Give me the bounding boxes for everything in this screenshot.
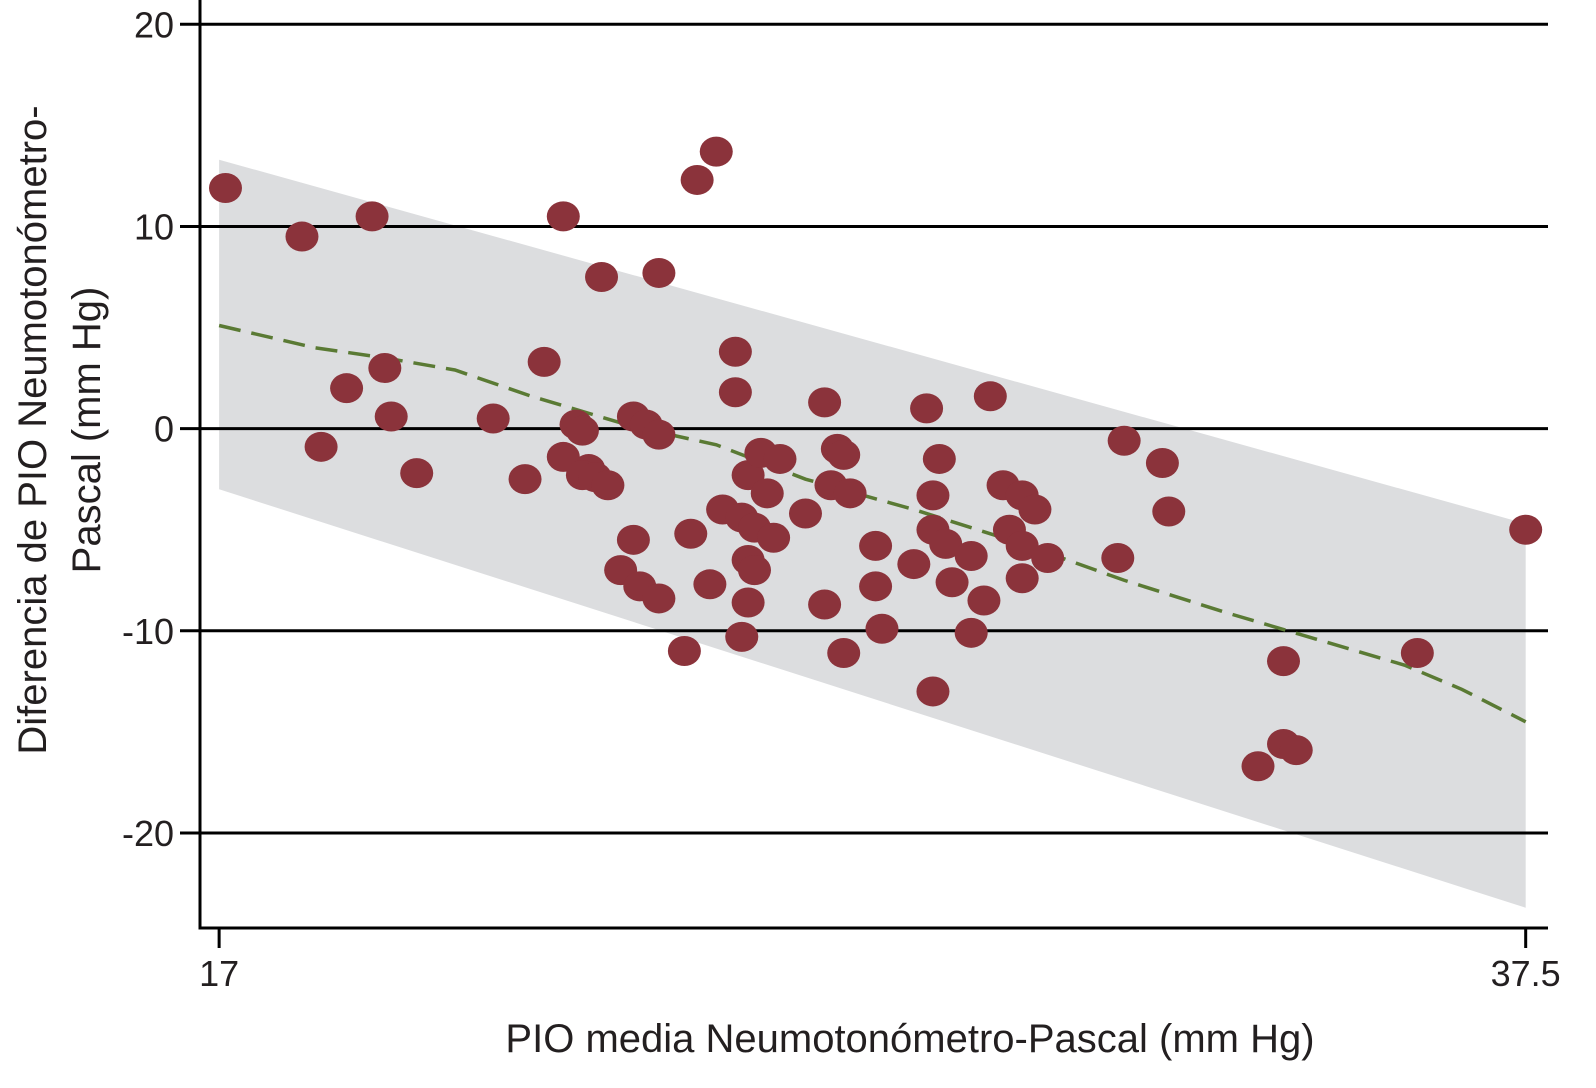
data-point-59 [910, 393, 944, 424]
y-tick-label-0: 20 [134, 4, 174, 45]
data-point-77 [1101, 543, 1135, 574]
x-axis-ticks: 17 37.5 [199, 928, 1561, 994]
data-point-29 [674, 518, 708, 549]
data-point-44 [763, 443, 797, 474]
y-axis-ticks: 20 10 0 -10 -20 [122, 4, 200, 854]
data-point-57 [865, 613, 899, 644]
data-point-13 [565, 415, 599, 446]
data-point-64 [935, 567, 969, 598]
data-point-60 [922, 443, 956, 474]
y-tick-label-1: 10 [134, 206, 174, 247]
data-point-23 [616, 524, 650, 555]
data-point-55 [859, 530, 893, 561]
data-point-34 [718, 377, 752, 408]
data-point-5 [374, 401, 408, 432]
data-point-19 [585, 261, 619, 292]
data-point-73 [1018, 494, 1052, 525]
x-tick-label-1: 37.5 [1491, 953, 1561, 994]
data-point-4 [330, 373, 364, 404]
data-point-63 [929, 528, 963, 559]
y-tick-label-2: 0 [154, 409, 174, 450]
data-point-11 [546, 201, 580, 232]
data-point-65 [916, 676, 950, 707]
data-point-82 [1266, 646, 1300, 677]
y-axis-title-line-1: Diferencia de PIO Neumotonómetro- [11, 105, 55, 754]
data-point-9 [508, 464, 542, 495]
data-point-49 [808, 589, 842, 620]
data-point-27 [642, 257, 676, 288]
data-point-45 [750, 478, 784, 509]
data-point-61 [916, 480, 950, 511]
data-point-8 [476, 403, 510, 434]
data-point-28 [667, 636, 701, 667]
data-point-58 [897, 549, 931, 580]
data-point-84 [1279, 735, 1313, 766]
y-axis-title-line-2: Pascal (mm Hg) [65, 287, 109, 574]
data-point-74 [1005, 530, 1039, 561]
data-point-3 [368, 352, 402, 383]
data-point-18 [591, 470, 625, 501]
x-axis-title: PIO media Neumotonómetro-Pascal (mm Hg) [505, 1017, 1314, 1061]
data-point-53 [833, 478, 867, 509]
data-point-78 [1107, 425, 1141, 456]
data-point-7 [400, 458, 434, 489]
data-point-79 [1145, 447, 1179, 478]
data-point-40 [737, 555, 771, 586]
data-point-33 [718, 336, 752, 367]
data-point-75 [1005, 563, 1039, 594]
data-point-10 [527, 346, 561, 377]
data-point-76 [1031, 543, 1065, 574]
data-point-42 [725, 621, 759, 652]
data-point-66 [954, 540, 988, 571]
data-point-48 [808, 387, 842, 418]
data-point-6 [304, 431, 338, 462]
data-points [208, 136, 1543, 782]
data-point-0 [208, 173, 242, 204]
data-point-31 [680, 164, 714, 195]
data-point-2 [355, 201, 389, 232]
y-tick-label-3: -10 [122, 611, 174, 652]
y-tick-label-4: -20 [122, 813, 174, 854]
data-point-68 [967, 585, 1001, 616]
data-point-46 [757, 522, 791, 553]
x-tick-label-0: 17 [199, 953, 239, 994]
data-point-80 [1152, 496, 1186, 527]
data-point-47 [788, 498, 822, 529]
axes [198, 0, 1548, 930]
data-point-30 [693, 569, 727, 600]
data-point-86 [1509, 514, 1543, 545]
data-point-1 [285, 221, 319, 252]
data-point-51 [827, 439, 861, 470]
data-point-32 [699, 136, 733, 167]
data-point-54 [827, 638, 861, 669]
data-point-69 [973, 381, 1007, 412]
data-point-26 [642, 583, 676, 614]
data-point-81 [1241, 751, 1275, 782]
data-point-85 [1400, 638, 1434, 669]
data-point-56 [859, 571, 893, 602]
data-point-22 [642, 419, 676, 450]
data-point-41 [731, 587, 765, 618]
data-point-67 [954, 617, 988, 648]
